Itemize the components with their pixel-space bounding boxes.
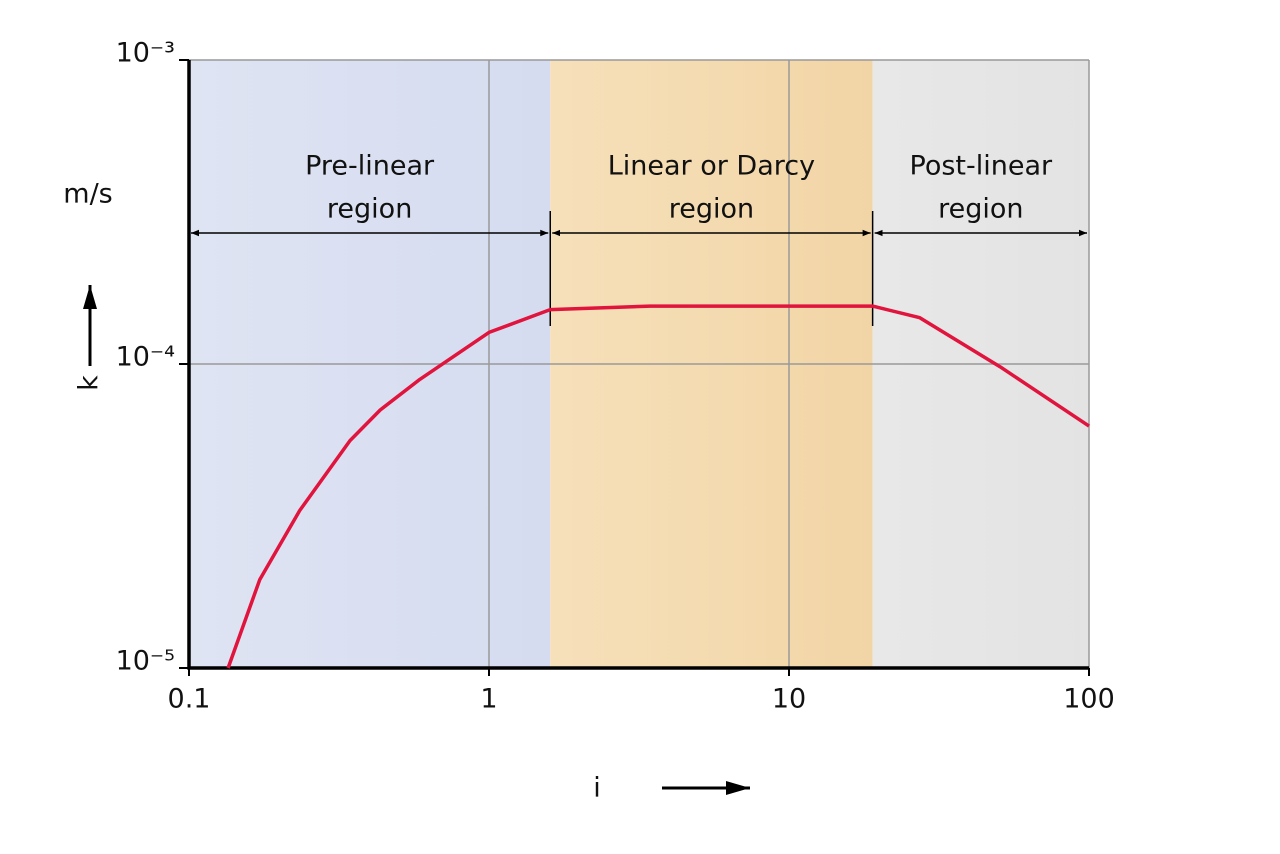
y-unit: m/s xyxy=(63,179,112,210)
region-label: Pre-linear xyxy=(305,151,435,182)
y-tick-label: 10⁻⁴ xyxy=(116,342,175,373)
region-label: Linear or Darcy xyxy=(608,151,815,182)
y-tick-label: 10⁻³ xyxy=(116,38,175,69)
plot: Pre-linear region Linear or Darcy region Pos… xyxy=(116,38,1115,715)
x-tick-label: 100 xyxy=(1063,684,1115,715)
x-label: i xyxy=(593,773,601,804)
y-tick-label: 10⁻⁵ xyxy=(116,646,175,677)
region-label: Post-linear xyxy=(910,151,1054,182)
y-label: k xyxy=(74,375,105,391)
x-tick-label: 10 xyxy=(772,684,806,715)
region-label: region xyxy=(938,194,1023,225)
data-line xyxy=(226,304,1090,669)
x-tick-label: 0.1 xyxy=(168,684,211,715)
region-label: region xyxy=(669,194,754,225)
x-tick-label: 1 xyxy=(480,684,497,715)
region-label: region xyxy=(327,194,412,225)
